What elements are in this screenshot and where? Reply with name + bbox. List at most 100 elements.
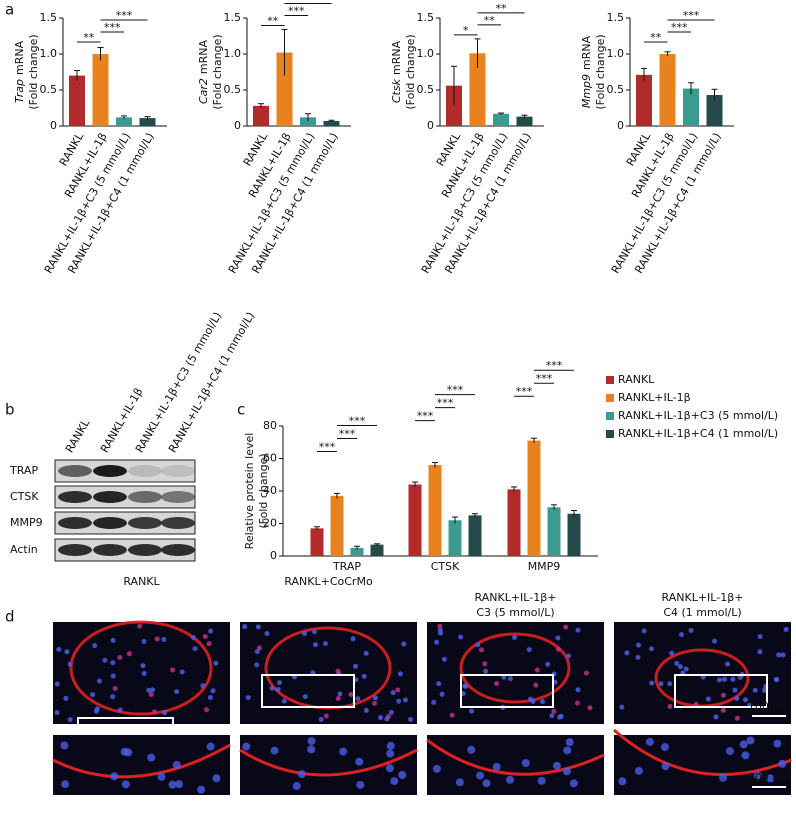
cell xyxy=(137,623,143,629)
cell xyxy=(61,780,70,789)
y-tick-label: 0 xyxy=(427,119,434,132)
gene-name: Mmp9 xyxy=(580,74,593,108)
cell xyxy=(551,708,557,714)
cell xyxy=(563,624,569,630)
cell xyxy=(67,661,73,667)
blot-band xyxy=(58,544,92,556)
cell xyxy=(674,660,680,666)
bar xyxy=(350,547,364,556)
cell xyxy=(162,710,168,716)
cell xyxy=(350,636,356,642)
scaffold-zoom xyxy=(426,738,605,776)
gene-name: Trap xyxy=(13,79,26,103)
legend-label: RANKL+IL-1β xyxy=(618,391,691,404)
sig-label: *** xyxy=(288,5,305,18)
cell xyxy=(120,747,129,756)
panel-label: c xyxy=(237,401,245,419)
scaffold-zoom xyxy=(239,748,418,777)
lane-label: RANKL xyxy=(63,416,93,455)
blot-band xyxy=(161,517,195,529)
cell xyxy=(721,676,727,682)
cell xyxy=(63,695,69,701)
cell xyxy=(537,776,546,785)
cell xyxy=(766,774,775,783)
y-axis-label: Trap mRNA xyxy=(13,40,26,103)
cell xyxy=(213,660,219,666)
y-unit: mRNA xyxy=(13,40,26,75)
cell xyxy=(521,758,530,767)
sig-label: *** xyxy=(116,9,133,22)
cell xyxy=(545,661,551,667)
cell xyxy=(117,655,123,661)
cell xyxy=(386,749,395,758)
cell xyxy=(713,714,719,720)
cell xyxy=(468,708,474,714)
cell xyxy=(312,642,318,648)
cell xyxy=(67,717,73,723)
bar xyxy=(253,105,269,126)
bar xyxy=(69,75,85,126)
y-tick-label: 0.5 xyxy=(40,83,58,96)
legend-swatch xyxy=(606,376,614,384)
sig-label: ** xyxy=(83,31,95,44)
cell xyxy=(776,652,782,658)
cell xyxy=(437,627,443,633)
blot-band xyxy=(128,465,162,477)
cell xyxy=(555,646,561,652)
sig-label: *** xyxy=(339,427,356,440)
sig-label: * xyxy=(463,24,469,37)
cell xyxy=(458,634,464,640)
cell xyxy=(679,632,685,638)
sig-label: *** xyxy=(447,384,464,397)
cell xyxy=(677,664,683,670)
y-tick-label: 1.0 xyxy=(224,47,242,60)
cell xyxy=(148,692,154,698)
scaffold-zoom xyxy=(613,728,792,776)
blot-band xyxy=(128,517,162,529)
cell xyxy=(102,657,108,663)
bar xyxy=(636,74,652,126)
cell xyxy=(361,673,367,679)
cell xyxy=(395,687,401,693)
cell xyxy=(658,681,664,687)
cell xyxy=(110,660,116,666)
cell xyxy=(264,631,270,637)
cell xyxy=(705,696,711,702)
legend-swatch xyxy=(606,430,614,438)
bar xyxy=(276,52,293,127)
cell xyxy=(192,646,198,652)
cell xyxy=(355,757,364,766)
y-tick-label: 1.5 xyxy=(40,11,58,24)
bar xyxy=(448,520,462,556)
bar xyxy=(323,120,340,126)
cell xyxy=(720,692,726,698)
cell xyxy=(408,716,414,722)
cell xyxy=(397,671,403,677)
cell xyxy=(398,770,407,779)
y-axis-label: Mmp9 mRNA xyxy=(580,35,593,108)
blot-band xyxy=(128,544,162,556)
cell xyxy=(141,639,147,645)
y-tick-label: 40 xyxy=(263,484,277,497)
cell xyxy=(712,638,718,644)
cell xyxy=(337,691,343,697)
cell xyxy=(190,635,196,641)
cell xyxy=(121,780,130,789)
y-unit: mRNA xyxy=(197,39,210,74)
cell xyxy=(96,678,102,684)
cell xyxy=(667,681,673,687)
bar xyxy=(116,117,132,126)
y-tick-label: 0 xyxy=(234,119,241,132)
cell xyxy=(753,771,762,780)
image-title: RANKL+IL-1β+ xyxy=(475,591,557,604)
y-tick-label: 1.5 xyxy=(224,11,242,24)
cell xyxy=(377,715,383,721)
cell xyxy=(92,643,98,649)
cell xyxy=(732,687,738,693)
sig-label: *** xyxy=(546,359,563,372)
sig-label: *** xyxy=(536,372,553,385)
legend-label: RANKL xyxy=(618,373,655,386)
cell xyxy=(641,628,647,634)
cell xyxy=(112,685,118,691)
cell xyxy=(693,701,699,707)
